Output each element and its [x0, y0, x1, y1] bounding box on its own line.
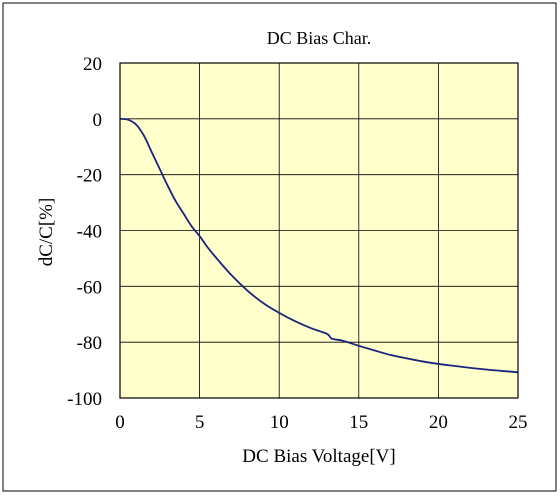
series-line — [119, 117, 519, 374]
y-tick-label: -80 — [77, 333, 102, 354]
x-tick-label: 20 — [429, 412, 448, 433]
chart-title: DC Bias Char. — [267, 28, 372, 48]
x-tick-label: 0 — [115, 412, 125, 433]
x-tick-label: 10 — [270, 412, 289, 433]
plot-frame — [119, 62, 519, 399]
x-tick-label: 25 — [509, 412, 528, 433]
x-tick-label: 15 — [349, 412, 368, 433]
x-axis-label: DC Bias Voltage[V] — [242, 446, 395, 467]
y-tick-label: -40 — [77, 222, 102, 243]
y-tick-label: -60 — [77, 277, 102, 298]
y-tick-label: -100 — [67, 389, 102, 410]
grid-lines — [120, 63, 518, 398]
y-tick-label: 0 — [93, 110, 103, 131]
y-axis-label: dC/C[%] — [36, 198, 57, 267]
tick-labels: 0 5 10 15 20 25 20 0 -20 -40 -60 -80 -100 — [67, 54, 527, 433]
x-tick-label: 5 — [195, 412, 205, 433]
y-tick-label: 20 — [83, 54, 102, 75]
y-tick-label: -20 — [77, 166, 102, 187]
